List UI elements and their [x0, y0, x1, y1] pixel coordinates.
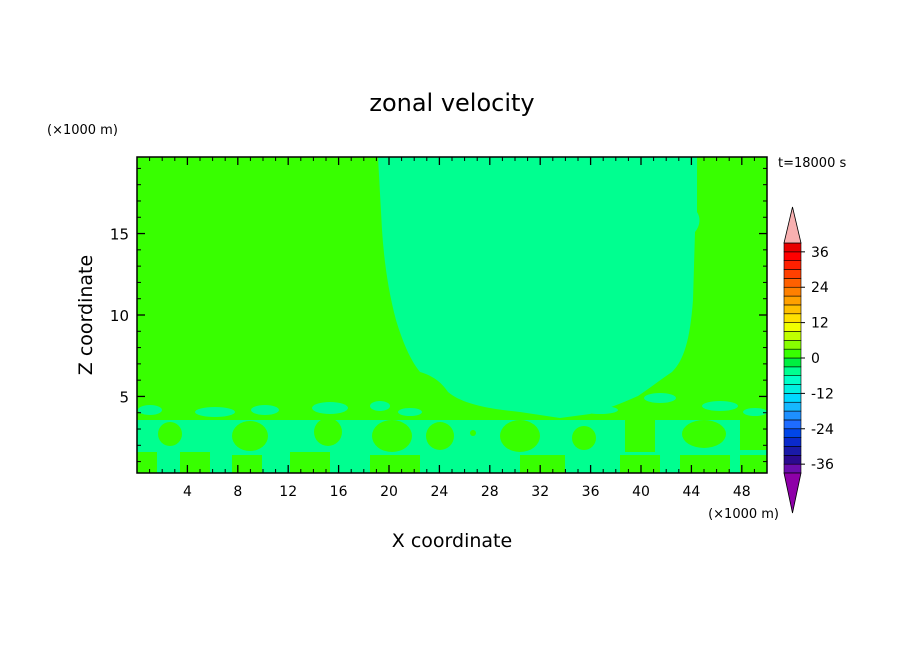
x-units-label: (×1000 m) — [708, 507, 779, 522]
colorbar-swatch — [783, 331, 802, 341]
y-units-label: (×1000 m) — [47, 123, 118, 138]
colorbar-swatch — [783, 463, 802, 474]
y-axis-title: Z coordinate — [75, 255, 97, 375]
colorbar-swatch — [783, 260, 802, 270]
y-tick-label: 10 — [110, 307, 129, 325]
x-tick-label: 48 — [733, 484, 751, 500]
colorbar-swatch — [783, 322, 802, 332]
colorbar-swatch — [783, 313, 802, 323]
colorbar-swatch — [783, 455, 802, 465]
colorbar-swatch — [783, 393, 802, 403]
colorbar-tick-label: 36 — [811, 245, 829, 261]
colorbar-swatch — [783, 437, 802, 447]
x-tick-label: 8 — [233, 484, 242, 500]
upper-negative-cells — [138, 393, 767, 417]
colorbar-swatch — [783, 428, 802, 438]
colorbar-swatch — [783, 251, 802, 261]
x-tick-label: 4 — [183, 484, 192, 500]
colorbar-swatch — [783, 410, 802, 421]
x-tick-label: 28 — [481, 484, 499, 500]
colorbar-swatch — [783, 278, 802, 288]
colorbar-swatch — [783, 375, 802, 385]
y-axis: 5 10 15 — [110, 167, 767, 463]
colorbar: 36 24 12 0 -12 -24 -36 — [783, 206, 834, 514]
y-tick-label: 5 — [119, 388, 129, 406]
chart-title: zonal velocity — [369, 89, 534, 117]
colorbar-tick-label: 12 — [811, 316, 829, 332]
x-tick-label: 20 — [380, 484, 398, 500]
colorbar-swatch — [783, 446, 802, 456]
colorbar-over-triangle — [783, 206, 802, 244]
x-axis-title: X coordinate — [392, 530, 512, 552]
colorbar-swatch — [783, 269, 802, 279]
contour-field — [137, 157, 767, 473]
negative-column — [378, 157, 700, 418]
x-tick-label: 36 — [582, 484, 600, 500]
colorbar-swatch — [783, 401, 802, 412]
colorbar-tick-label: -24 — [811, 422, 834, 438]
x-axis: 4 8 12 16 20 24 28 32 36 40 44 48 — [149, 157, 755, 500]
x-tick-label: 16 — [330, 484, 348, 500]
colorbar-swatch — [783, 242, 802, 253]
lower-positive-cells — [137, 418, 767, 473]
x-tick-label: 44 — [682, 484, 700, 500]
colorbar-tick-label: -12 — [811, 386, 834, 402]
colorbar-swatch — [783, 419, 802, 430]
colorbar-tick-label: 0 — [811, 351, 820, 367]
x-tick-label: 24 — [430, 484, 448, 500]
colorbar-swatch — [783, 366, 802, 376]
colorbar-tick-label: -36 — [811, 457, 834, 473]
x-tick-label: 12 — [279, 484, 297, 500]
colorbar-under-triangle — [783, 472, 802, 514]
y-tick-label: 15 — [110, 226, 129, 244]
colorbar-swatch — [783, 304, 802, 315]
colorbar-tick-label: 24 — [811, 280, 829, 296]
colorbar-swatch — [783, 286, 802, 297]
colorbar-swatch — [783, 357, 802, 368]
colorbar-swatch — [783, 295, 802, 306]
colorbar-swatch — [783, 348, 802, 359]
time-label: t=18000 s — [778, 156, 846, 171]
x-tick-label: 40 — [632, 484, 650, 500]
colorbar-swatch — [783, 384, 802, 394]
colorbar-swatch — [783, 340, 802, 350]
lower-negative-band — [137, 420, 767, 473]
x-tick-label: 32 — [531, 484, 549, 500]
